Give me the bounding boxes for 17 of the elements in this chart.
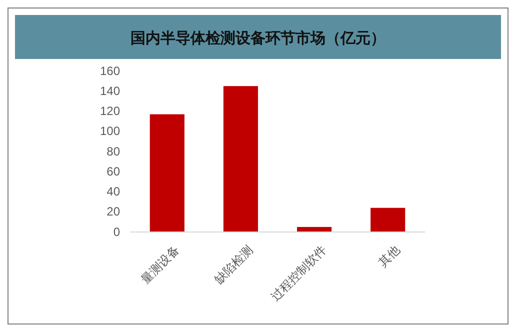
x-tick-label: 缺陷检测 — [212, 242, 256, 287]
bar — [370, 208, 406, 232]
x-tick-label: 过程控制软件 — [268, 242, 330, 304]
chart-title: 国内半导体检测设备环节市场（亿元） — [130, 29, 386, 47]
bar — [150, 114, 184, 232]
y-tick-label: 80 — [106, 144, 120, 158]
y-tick-label: 0 — [113, 224, 120, 239]
y-tick-label: 120 — [100, 104, 120, 118]
x-tick-label: 其他 — [376, 242, 403, 270]
x-tick-label: 量测设备 — [138, 242, 182, 287]
y-tick-label: 40 — [106, 184, 120, 199]
bar — [223, 86, 258, 232]
y-tick-label: 140 — [100, 84, 120, 98]
y-tick-label: 100 — [100, 124, 120, 138]
y-tick-label: 20 — [106, 204, 120, 219]
y-tick-label: 60 — [106, 164, 120, 178]
y-tick-label: 160 — [100, 64, 120, 78]
